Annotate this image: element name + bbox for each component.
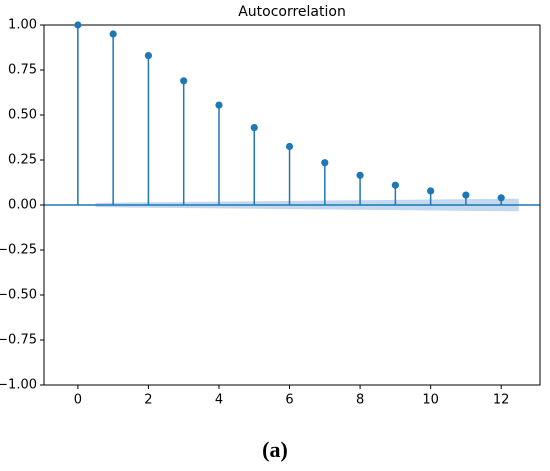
y-tick-label: −0.50 [0, 288, 37, 303]
y-tick-label: 0.00 [8, 198, 37, 213]
chart-title: Autocorrelation [238, 4, 346, 20]
x-tick-label: 12 [493, 393, 510, 408]
x-tick-label: 8 [356, 393, 364, 408]
stem-marker [356, 171, 364, 179]
y-tick-label: −0.75 [0, 333, 37, 348]
stem-marker [321, 159, 329, 167]
stem-marker [180, 77, 188, 85]
x-tick-label: 10 [422, 393, 439, 408]
stem-marker [285, 142, 294, 151]
x-tick-label: 4 [215, 393, 223, 408]
stem-marker [497, 194, 505, 202]
stem-marker [391, 181, 399, 189]
y-tick-label: 0.25 [8, 153, 37, 168]
stem-marker [109, 30, 117, 38]
y-tick-label: 0.50 [8, 108, 37, 123]
stem-marker [250, 124, 258, 132]
stem-marker [215, 101, 223, 109]
stem-marker [144, 52, 153, 60]
x-tick-label: 0 [74, 393, 82, 408]
caption: (a) [262, 437, 288, 462]
x-tick-label: 6 [285, 393, 293, 408]
stem-marker [427, 187, 435, 195]
y-tick-label: 1.00 [8, 18, 37, 33]
stem-marker [462, 191, 470, 199]
y-tick-label: 0.75 [8, 63, 37, 78]
x-tick-label: 2 [144, 393, 152, 408]
y-tick-label: −0.25 [0, 243, 37, 258]
y-tick-label: −1.00 [0, 378, 37, 393]
stem-marker [74, 21, 82, 29]
